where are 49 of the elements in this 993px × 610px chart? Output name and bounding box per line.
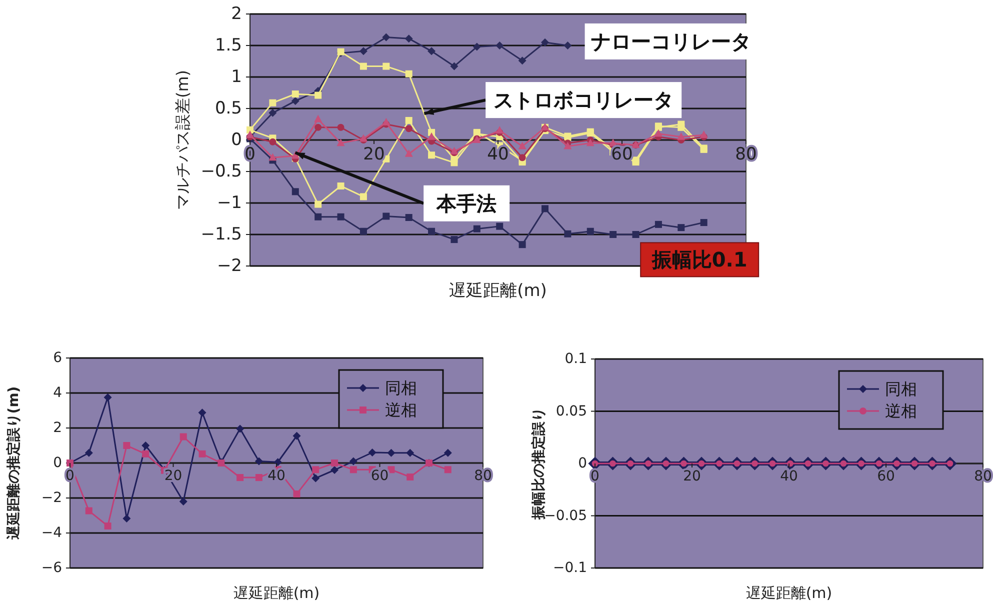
annotation: ストロボコリレータ	[494, 88, 674, 112]
x-tick-label: 20	[164, 468, 182, 484]
legend-label: 同相	[885, 380, 917, 398]
y-tick-label: −0.1	[553, 560, 587, 576]
legend-label: 逆相	[385, 400, 417, 420]
y-tick-label: 0.05	[556, 403, 587, 420]
x-tick-label: 80	[974, 468, 992, 484]
y-tick-label: 1	[231, 67, 242, 87]
y-tick-label: 2	[53, 420, 62, 436]
y-tick-label: −4	[41, 525, 62, 541]
y-tick-label: 0	[231, 130, 242, 150]
y-tick-label: −0.05	[544, 508, 587, 524]
x-tick-label: 0	[244, 144, 256, 164]
x-tick-label: 80	[474, 468, 492, 484]
y-tick-label: 6	[53, 350, 62, 366]
annotation: 振幅比0.1	[650, 248, 748, 272]
y-tick-label: 2	[231, 4, 242, 24]
y-tick-label: 0	[578, 456, 587, 472]
y-tick-label: −2	[216, 256, 242, 276]
y-tick-label: −1.5	[200, 224, 242, 244]
x-tick-label: 0	[66, 468, 74, 484]
x-axis-title: 遅延距離(m)	[233, 584, 320, 602]
y-tick-label: 0.1	[564, 351, 587, 367]
y-tick-label: 1.5	[214, 36, 242, 56]
x-tick-label: 40	[780, 468, 798, 484]
x-axis-title: 遅延距離(m)	[746, 584, 832, 602]
y-tick-label: −6	[41, 560, 62, 576]
legend-label: 逆相	[885, 402, 917, 420]
x-tick-label: 0	[590, 468, 600, 484]
x-axis-title: 遅延距離(m)	[449, 281, 547, 301]
y-axis-title: 遅延距離の推定誤り(m)	[5, 386, 22, 541]
y-tick-label: 0	[53, 455, 62, 471]
y-tick-label: −1	[216, 193, 242, 213]
y-axis-title: 振幅比の推定誤り	[530, 408, 547, 520]
annotation: 本手法	[436, 191, 497, 216]
y-tick-label: −2	[41, 490, 62, 506]
legend-label: 同相	[385, 378, 417, 398]
y-axis-title: マルチパス誤差(m)	[173, 70, 192, 210]
x-tick-label: 40	[487, 144, 509, 164]
x-tick-label: 20	[683, 468, 701, 484]
x-tick-label: 80	[735, 144, 757, 164]
annotation: ナローコリレータ	[590, 29, 751, 54]
x-tick-label: 40	[268, 468, 286, 484]
x-tick-label: 20	[363, 144, 385, 164]
y-tick-label: 0.5	[214, 98, 242, 118]
y-tick-label: −0.5	[200, 162, 242, 182]
y-tick-label: 4	[53, 385, 62, 401]
x-tick-label: 60	[877, 468, 895, 484]
x-tick-label: 60	[370, 468, 389, 484]
